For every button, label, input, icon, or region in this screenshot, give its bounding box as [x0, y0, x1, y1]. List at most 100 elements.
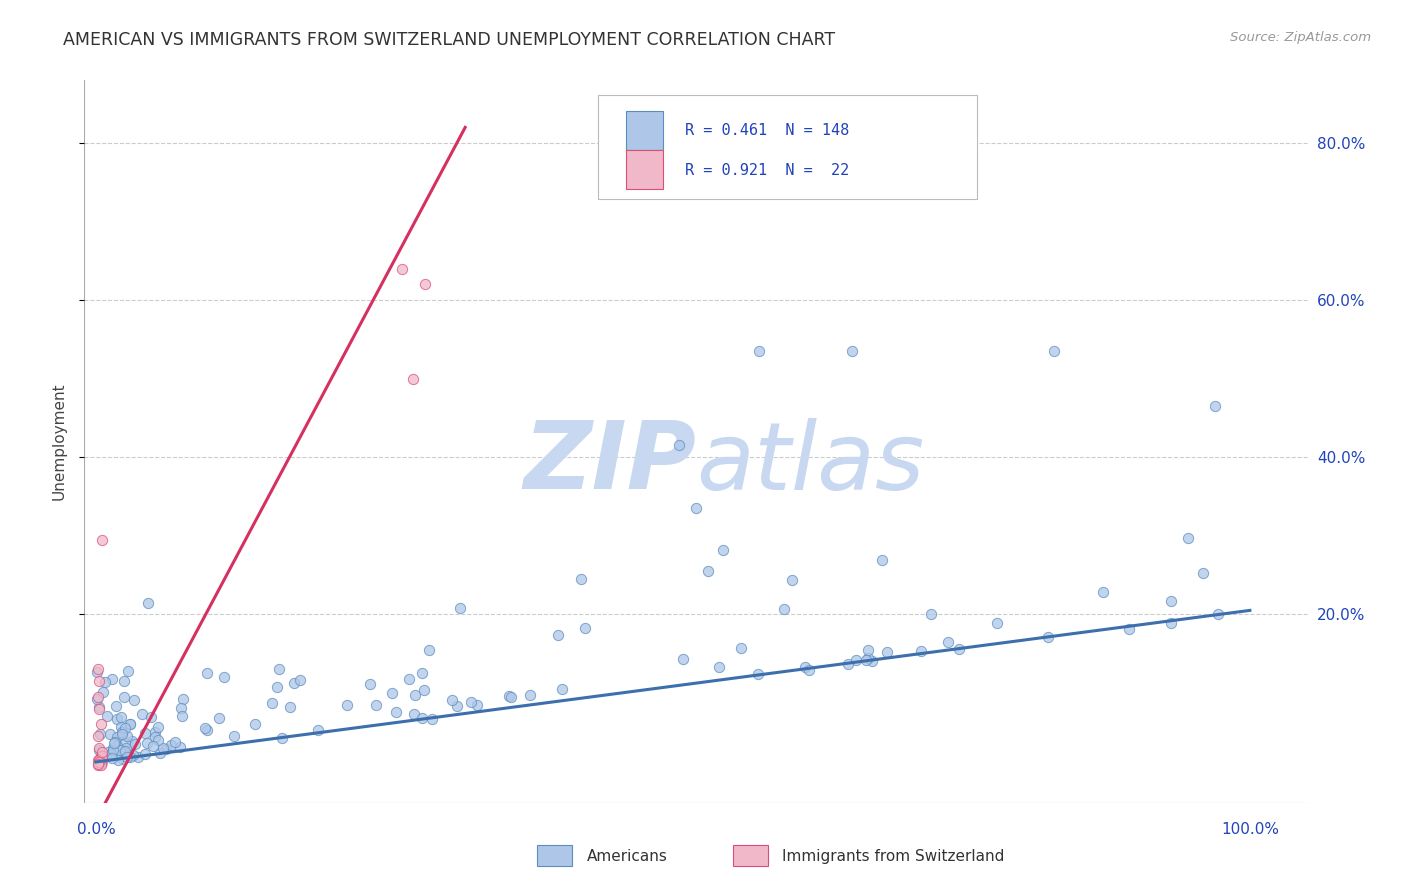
Point [89, 754, 111, 768]
Point [105, 712, 128, 726]
Point [169, 740, 191, 755]
Point [105, 698, 128, 713]
Point [117, 747, 139, 762]
Point [112, 690, 135, 704]
Point [858, 651, 880, 665]
Point [87, 758, 110, 772]
Point [143, 725, 166, 739]
Point [841, 344, 863, 359]
Point [551, 682, 574, 697]
Point [307, 723, 329, 737]
Point [100, 747, 122, 762]
Point [131, 706, 153, 721]
Point [110, 724, 132, 739]
Text: Source: ZipAtlas.com: Source: ZipAtlas.com [1230, 31, 1371, 45]
Point [100, 673, 122, 687]
Text: Americans: Americans [586, 849, 668, 864]
Point [413, 277, 436, 292]
Point [411, 665, 433, 680]
Point [89, 743, 111, 757]
Point [87, 753, 110, 767]
Point [920, 607, 942, 621]
Point [876, 645, 898, 659]
Point [1208, 607, 1230, 621]
Point [89, 717, 111, 731]
Point [96, 708, 118, 723]
Point [938, 635, 960, 649]
Point [799, 663, 821, 677]
Point [114, 736, 136, 750]
Point [112, 745, 135, 759]
Point [870, 552, 893, 566]
Point [115, 730, 138, 744]
Point [856, 642, 879, 657]
Point [127, 750, 149, 764]
Point [96, 748, 118, 763]
Point [381, 685, 404, 699]
Point [89, 740, 111, 755]
Point [391, 261, 413, 276]
Point [136, 736, 159, 750]
Point [87, 756, 110, 771]
Point [89, 755, 111, 769]
Point [446, 699, 468, 714]
Point [685, 501, 707, 516]
Bar [537, 845, 572, 865]
Point [120, 717, 142, 731]
FancyBboxPatch shape [598, 95, 977, 200]
Y-axis label: Unemployment: Unemployment [51, 383, 66, 500]
Point [90, 533, 112, 547]
Text: atlas: atlas [696, 417, 924, 508]
Bar [626, 111, 664, 151]
Point [404, 688, 426, 702]
Point [1038, 630, 1060, 644]
Point [101, 751, 124, 765]
Point [260, 696, 283, 710]
Text: 0.0%: 0.0% [76, 822, 115, 838]
Point [986, 616, 1008, 631]
Point [87, 729, 110, 743]
Point [794, 659, 817, 673]
Text: 100.0%: 100.0% [1220, 822, 1279, 838]
Point [748, 344, 770, 359]
Point [115, 740, 138, 755]
Point [441, 693, 464, 707]
Point [89, 753, 111, 767]
Point [547, 628, 569, 642]
Point [89, 756, 111, 771]
Text: Immigrants from Switzerland: Immigrants from Switzerland [782, 849, 1005, 864]
Point [845, 653, 868, 667]
Point [948, 641, 970, 656]
Point [111, 752, 134, 766]
Point [195, 723, 218, 737]
Text: ZIP: ZIP [523, 417, 696, 509]
Point [1177, 531, 1199, 545]
Point [707, 659, 730, 673]
Point [336, 698, 359, 713]
Point [288, 673, 311, 688]
Point [172, 691, 194, 706]
Point [364, 698, 387, 712]
Text: R = 0.461  N = 148: R = 0.461 N = 148 [685, 122, 849, 137]
Point [103, 736, 125, 750]
Point [105, 739, 128, 754]
Point [148, 720, 170, 734]
Point [148, 733, 170, 747]
Point [730, 640, 752, 655]
Point [519, 688, 541, 702]
Point [773, 602, 796, 616]
Point [114, 721, 136, 735]
Point [155, 742, 177, 756]
Point [1160, 615, 1182, 630]
Point [224, 729, 246, 743]
Point [160, 738, 183, 752]
Point [267, 662, 290, 676]
Point [142, 739, 165, 753]
Point [711, 543, 734, 558]
Point [278, 700, 301, 714]
Point [91, 749, 114, 764]
Point [910, 644, 932, 658]
Point [569, 572, 592, 586]
Point [134, 747, 156, 761]
Point [1091, 585, 1114, 599]
